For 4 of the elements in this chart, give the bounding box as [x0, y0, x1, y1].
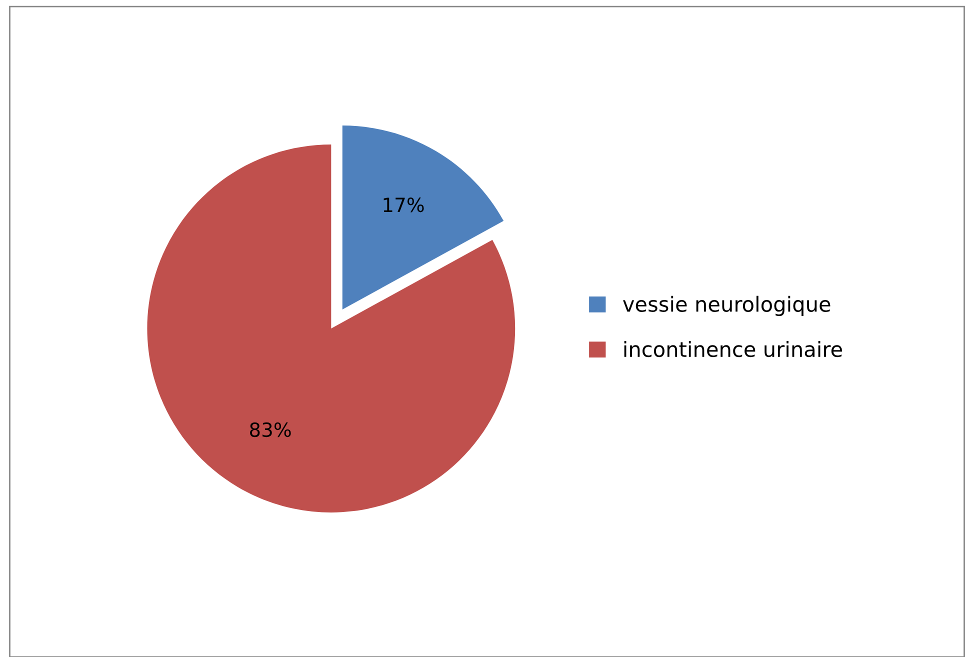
legend-label: incontinence urinaire	[624, 341, 842, 358]
data-label: 83%	[250, 422, 291, 438]
legend-label: vessie neurologique	[623, 296, 830, 316]
data-label: 17%	[384, 198, 424, 212]
